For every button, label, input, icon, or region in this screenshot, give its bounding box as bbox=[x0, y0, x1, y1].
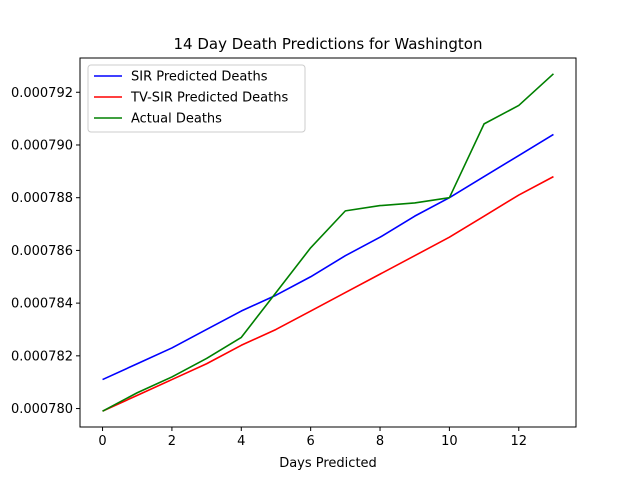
series-line-1 bbox=[102, 175, 554, 412]
legend-box bbox=[87, 64, 306, 133]
series-line-0 bbox=[102, 133, 554, 381]
series-line-2 bbox=[102, 73, 554, 412]
x-axis-ticks: 0 2 4 6 8 10 12 bbox=[98, 427, 527, 449]
y-tick-label: 0.000780 bbox=[11, 402, 73, 417]
y-tick-label: 0.000790 bbox=[11, 138, 73, 153]
x-tick-label: 6 bbox=[307, 434, 315, 449]
y-axis-ticks: 0.000780 0.000782 0.000784 0.000786 0.000788… bbox=[11, 86, 80, 417]
legend-label-2: Actual Deaths bbox=[131, 112, 222, 127]
x-tick-label: 4 bbox=[237, 434, 245, 449]
series-group bbox=[102, 73, 554, 412]
x-tick-label: 8 bbox=[376, 434, 384, 449]
legend-label-1: TV-SIR Predicted Deaths bbox=[130, 91, 288, 106]
y-tick-label: 0.000792 bbox=[11, 86, 73, 101]
x-tick-label: 0 bbox=[98, 434, 106, 449]
y-tick-label: 0.000782 bbox=[11, 349, 73, 364]
plot-frame bbox=[79, 57, 577, 428]
y-tick-label: 0.000784 bbox=[11, 297, 73, 312]
y-tick-label: 0.000788 bbox=[11, 191, 73, 206]
x-tick-label: 10 bbox=[441, 434, 458, 449]
x-tick-label: 12 bbox=[510, 434, 527, 449]
y-tick-label: 0.000786 bbox=[11, 244, 73, 259]
chart-title: 14 Day Death Predictions for Washington bbox=[173, 35, 482, 53]
legend-label-0: SIR Predicted Deaths bbox=[131, 70, 268, 85]
x-axis-label: Days Predicted bbox=[279, 456, 377, 471]
legend: SIR Predicted Deaths TV-SIR Predicted Dea… bbox=[87, 64, 306, 133]
x-tick-label: 2 bbox=[168, 434, 176, 449]
